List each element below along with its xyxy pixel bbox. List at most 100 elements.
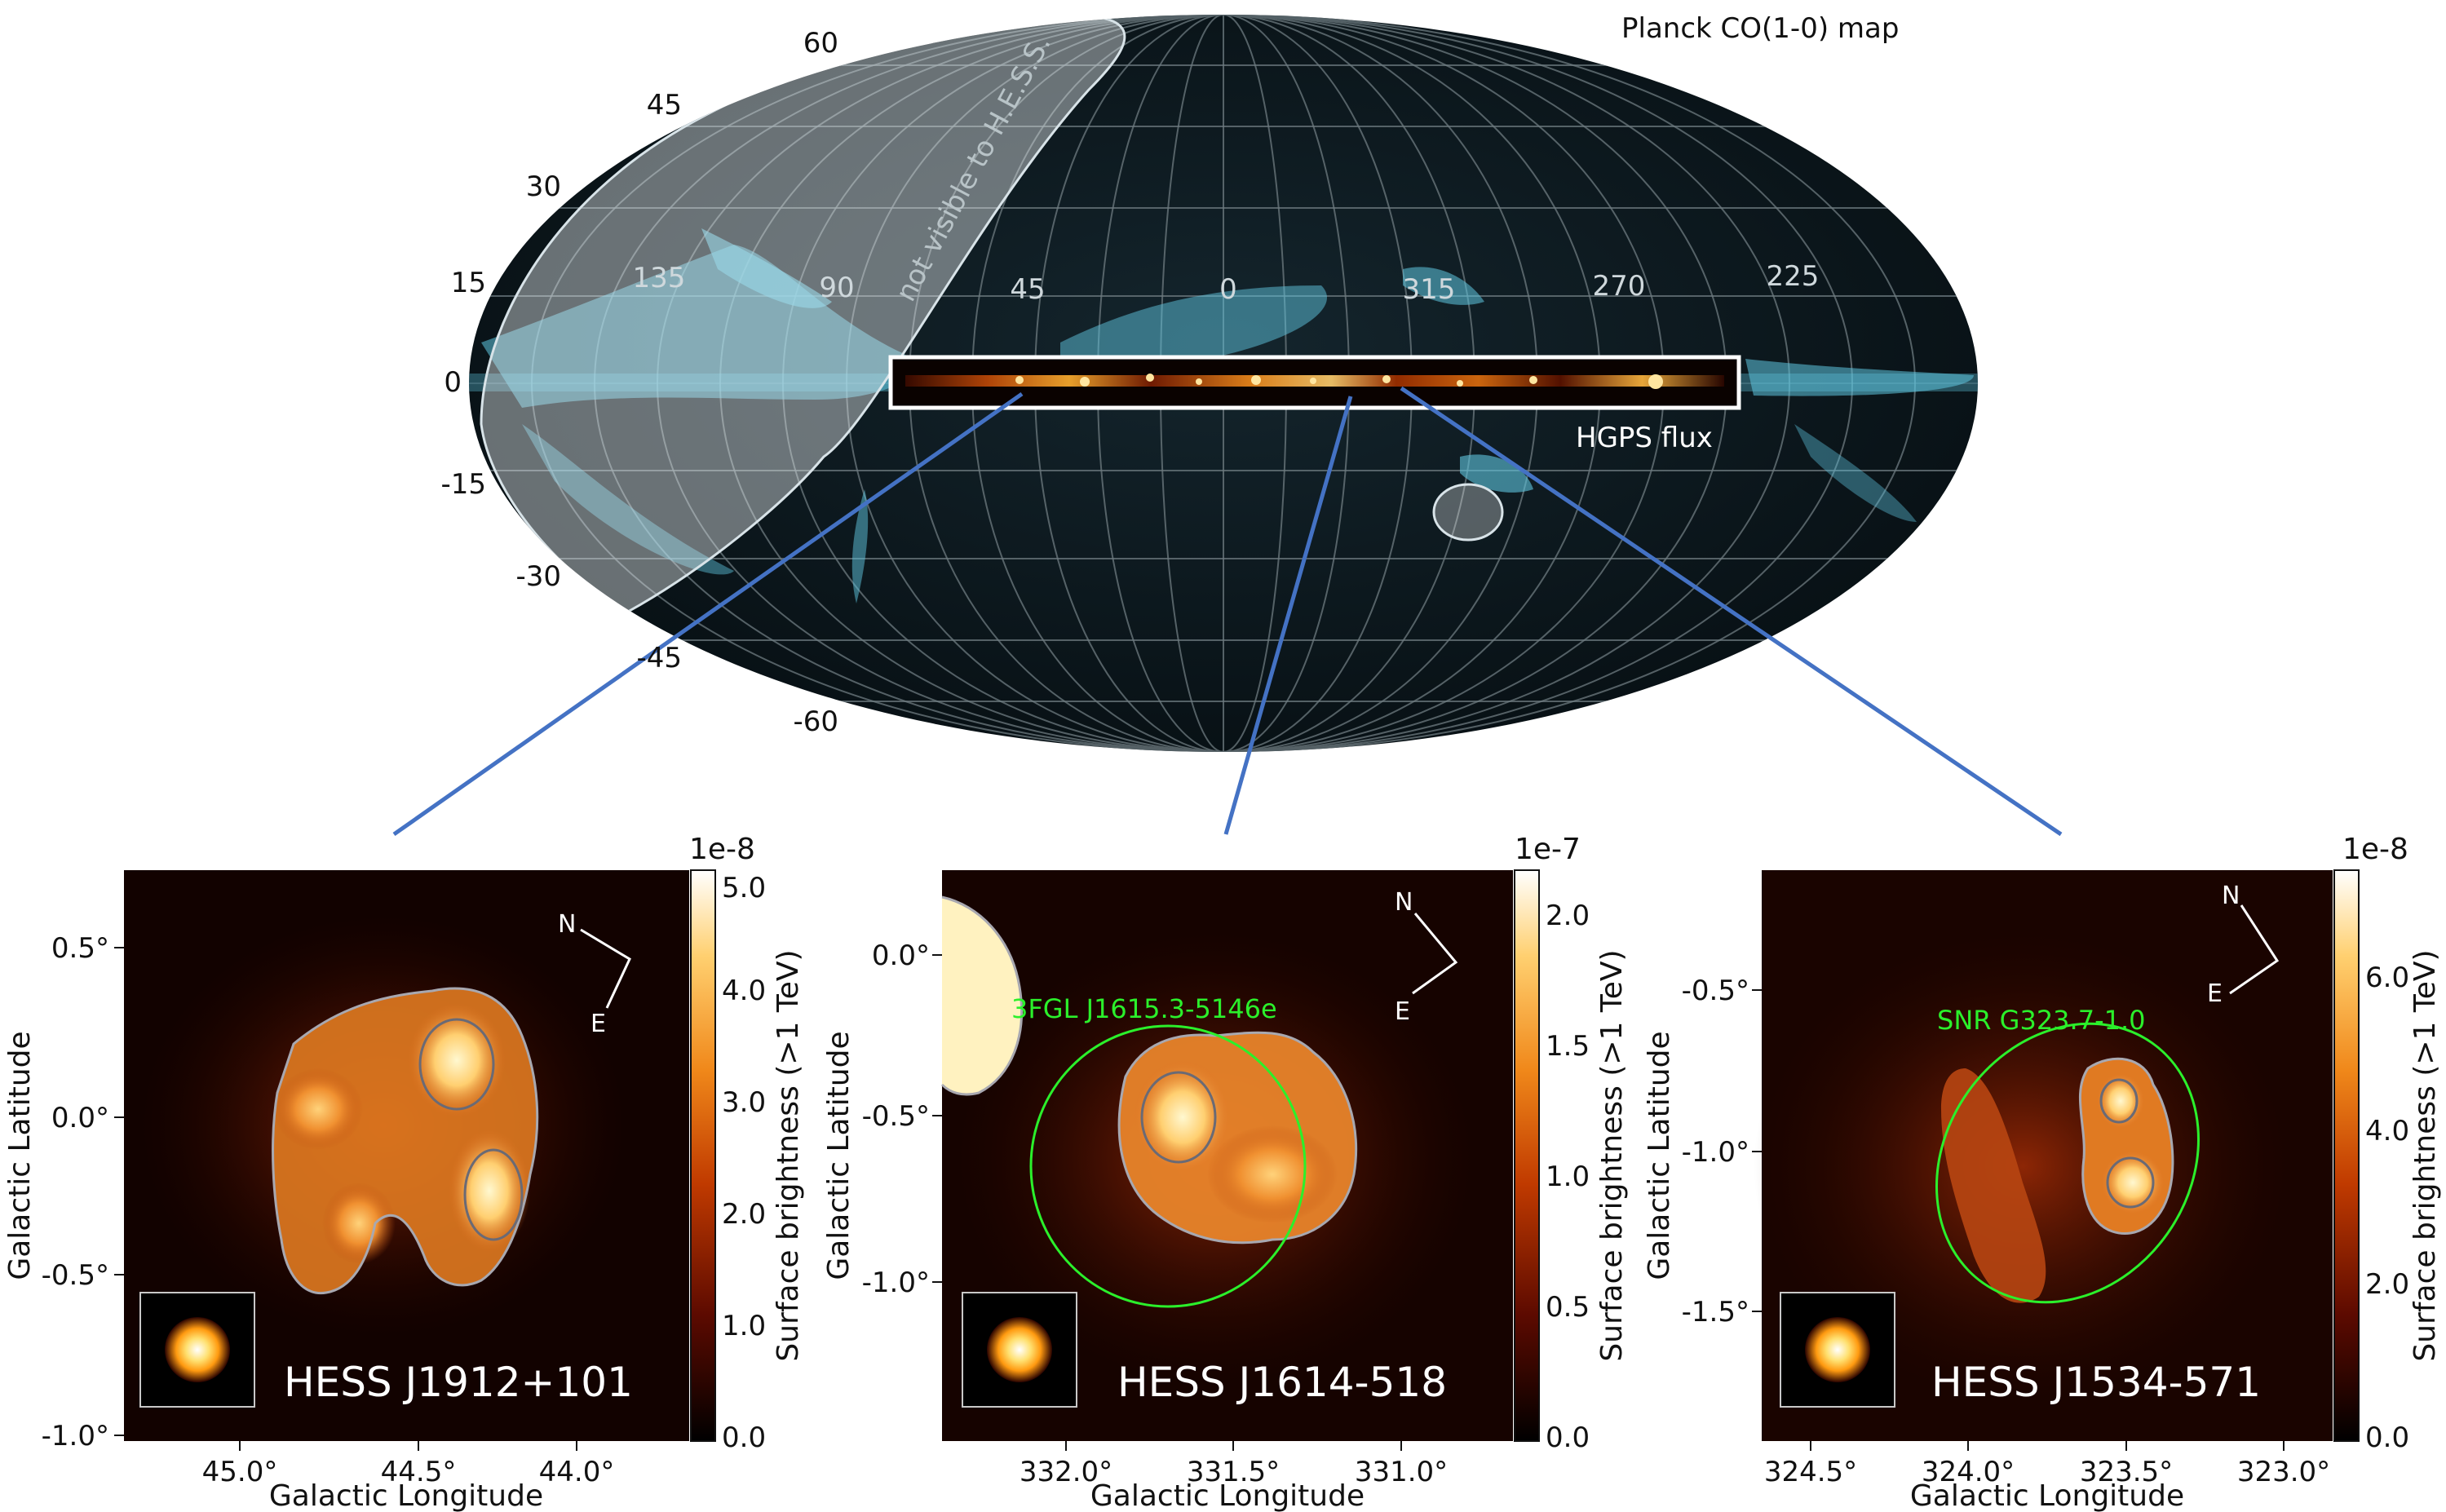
psf-inset-j1534 xyxy=(1780,1292,1895,1408)
panel-j1614-y-tick-labels: 0.0° -0.5° -1.0° xyxy=(862,939,930,1299)
y-tick-label: -1.0° xyxy=(1682,1136,1749,1169)
panel-j1534-emission xyxy=(1754,930,2292,1403)
compass-j1912-north: N xyxy=(558,910,576,939)
connector-to-j1534 xyxy=(1400,386,2063,837)
compass-j1534-north: N xyxy=(2222,882,2240,910)
skymap-title: Planck CO(1-0) map xyxy=(1621,12,1899,45)
colorbar-tick-label: 0.0 xyxy=(1546,1421,1590,1454)
panel-j1534-ylabel: Galactic Latitude xyxy=(1643,1031,1676,1280)
compass-j1614-north: N xyxy=(1395,888,1413,917)
lat-label-minus45: -45 xyxy=(636,642,682,674)
source-name-j1912: HESS J1912+101 xyxy=(284,1359,633,1406)
y-tick-label: -0.5° xyxy=(42,1259,109,1292)
panel-j1534-xlabel: Galactic Longitude xyxy=(1910,1479,2184,1512)
colorbar-tick-label: 2.0 xyxy=(1546,900,1590,932)
y-tick-label: 0.5° xyxy=(51,932,109,965)
compass-j1614-east: E xyxy=(1395,997,1410,1026)
lon-label-225: 225 xyxy=(1767,260,1820,293)
panel-j1534-y-tick-labels: -0.5° -1.0° -1.5° xyxy=(1682,975,1749,1329)
lat-label-15: 15 xyxy=(451,267,486,299)
colorbar-tick-label: 4.0 xyxy=(722,975,766,1007)
longitude-labels: 135 90 45 0 315 270 225 xyxy=(633,260,1820,306)
x-tick-label: 323.5° xyxy=(2080,1456,2173,1488)
lat-label-60: 60 xyxy=(803,27,838,60)
colorbar-j1534-exponent: 1e-8 xyxy=(2342,833,2408,866)
panel-j1912-x-tick-labels: 45.0° 44.5° 44.0° xyxy=(202,1456,615,1488)
x-tick-label: 44.0° xyxy=(539,1456,615,1488)
x-tick-label: 332.0° xyxy=(1020,1456,1112,1488)
compass-j1534 xyxy=(2229,904,2280,995)
x-tick-label: 44.5° xyxy=(381,1456,457,1488)
hgps-strip xyxy=(888,355,1741,410)
lon-label-45: 45 xyxy=(1010,273,1045,306)
colorbar-j1614 xyxy=(1514,869,1540,1442)
panel-j1534: SNR G323.7-1.0 N E HESS J1534-571 324.5°… xyxy=(1643,833,2442,1512)
panel-j1614-emission xyxy=(940,895,1476,1386)
colorbar-tick-label: 1.0 xyxy=(722,1310,766,1342)
colorbar-tick-label: 6.0 xyxy=(2365,962,2409,994)
x-tick-label: 324.0° xyxy=(1922,1456,2015,1488)
compass-j1534-east: E xyxy=(2207,979,2223,1008)
lat-label-0: 0 xyxy=(444,366,462,399)
panel-j1614: 3FGL J1615.3-5146e N E HESS J1614-518 33… xyxy=(822,833,1629,1512)
compass-j1912 xyxy=(580,928,631,1009)
colorbar-tick-label: 2.0 xyxy=(722,1198,766,1231)
panel-j1614-axis-ticks xyxy=(932,954,1402,1451)
colorbar-j1614-exponent: 1e-7 xyxy=(1515,833,1581,866)
lat-label-30: 30 xyxy=(526,170,561,203)
colorbar-j1912 xyxy=(690,869,716,1442)
colorbar-j1534 xyxy=(2333,869,2360,1442)
y-tick-label: -0.5° xyxy=(862,1100,930,1133)
colorbar-tick-label: 0.5 xyxy=(1546,1291,1590,1324)
connector-to-j1614 xyxy=(1223,396,1353,835)
lon-label-90: 90 xyxy=(819,272,854,304)
annotation-snr: SNR G323.7-1.0 xyxy=(1937,1005,2146,1036)
panel-j1534-axis-ticks xyxy=(1752,989,2285,1451)
y-tick-label: -1.0° xyxy=(42,1420,109,1452)
connector-to-j1912 xyxy=(392,391,1024,837)
co-emission xyxy=(481,228,1974,603)
lat-label-minus15: -15 xyxy=(440,468,486,501)
colorbar-tick-label: 4.0 xyxy=(2365,1115,2409,1147)
source-name-j1534: HESS J1534-571 xyxy=(1931,1359,2261,1406)
x-tick-label: 324.5° xyxy=(1764,1456,1857,1488)
y-tick-label: 0.0° xyxy=(51,1102,109,1134)
y-tick-label: 0.0° xyxy=(872,939,930,972)
y-tick-label: -1.0° xyxy=(862,1267,930,1299)
x-tick-label: 45.0° xyxy=(202,1456,278,1488)
colorbar-j1614-ticks: 0.0 0.5 1.0 1.5 2.0 xyxy=(1546,900,1590,1454)
lon-label-315: 315 xyxy=(1403,273,1456,306)
panel-j1614-xlabel: Galactic Longitude xyxy=(1090,1479,1365,1512)
colorbar-tick-label: 3.0 xyxy=(722,1086,766,1119)
lon-label-135: 135 xyxy=(633,262,686,294)
colorbar-j1534-ticks: 0.0 2.0 4.0 6.0 xyxy=(2365,962,2409,1454)
x-tick-label: 323.0° xyxy=(2237,1456,2330,1488)
connector-lines xyxy=(392,386,2063,837)
lat-label-minus30: -30 xyxy=(515,560,561,593)
lat-label-minus60: -60 xyxy=(793,705,838,738)
psf-inset-j1614 xyxy=(962,1292,1077,1408)
lat-label-45: 45 xyxy=(647,89,682,122)
panel-j1912: N E HESS J1912+101 45.0° 44.5° 44.0° 0.5… xyxy=(3,833,805,1512)
colorbar-tick-label: 2.0 xyxy=(2365,1268,2409,1301)
x-tick-label: 331.0° xyxy=(1355,1456,1448,1488)
latitude-labels: 60 45 30 15 0 -15 -30 -45 -60 xyxy=(440,27,838,738)
panel-j1614-ylabel: Galactic Latitude xyxy=(822,1031,856,1280)
y-tick-label: -0.5° xyxy=(1682,975,1749,1007)
panel-j1912-xlabel: Galactic Longitude xyxy=(269,1479,543,1512)
lon-label-270: 270 xyxy=(1593,270,1646,303)
source-name-j1614: HESS J1614-518 xyxy=(1117,1359,1447,1406)
panel-j1614-x-tick-labels: 332.0° 331.5° 331.0° xyxy=(1020,1456,1448,1488)
compass-j1614 xyxy=(1412,913,1458,995)
compass-j1912-east: E xyxy=(590,1010,606,1038)
colorbar-tick-label: 1.5 xyxy=(1546,1030,1590,1063)
lon-label-0: 0 xyxy=(1219,273,1237,306)
psf-inset-j1912 xyxy=(139,1292,255,1408)
y-tick-label: -1.5° xyxy=(1682,1296,1749,1329)
panel-j1912-ylabel: Galactic Latitude xyxy=(3,1031,37,1280)
colorbar-j1614-label: Surface brightness (>1 TeV) xyxy=(1595,949,1629,1361)
panel-j1912-y-tick-labels: 0.5° 0.0° -0.5° -1.0° xyxy=(42,932,109,1452)
colorbar-tick-label: 5.0 xyxy=(722,872,766,904)
panel-j1912-axis-ticks xyxy=(114,947,577,1451)
